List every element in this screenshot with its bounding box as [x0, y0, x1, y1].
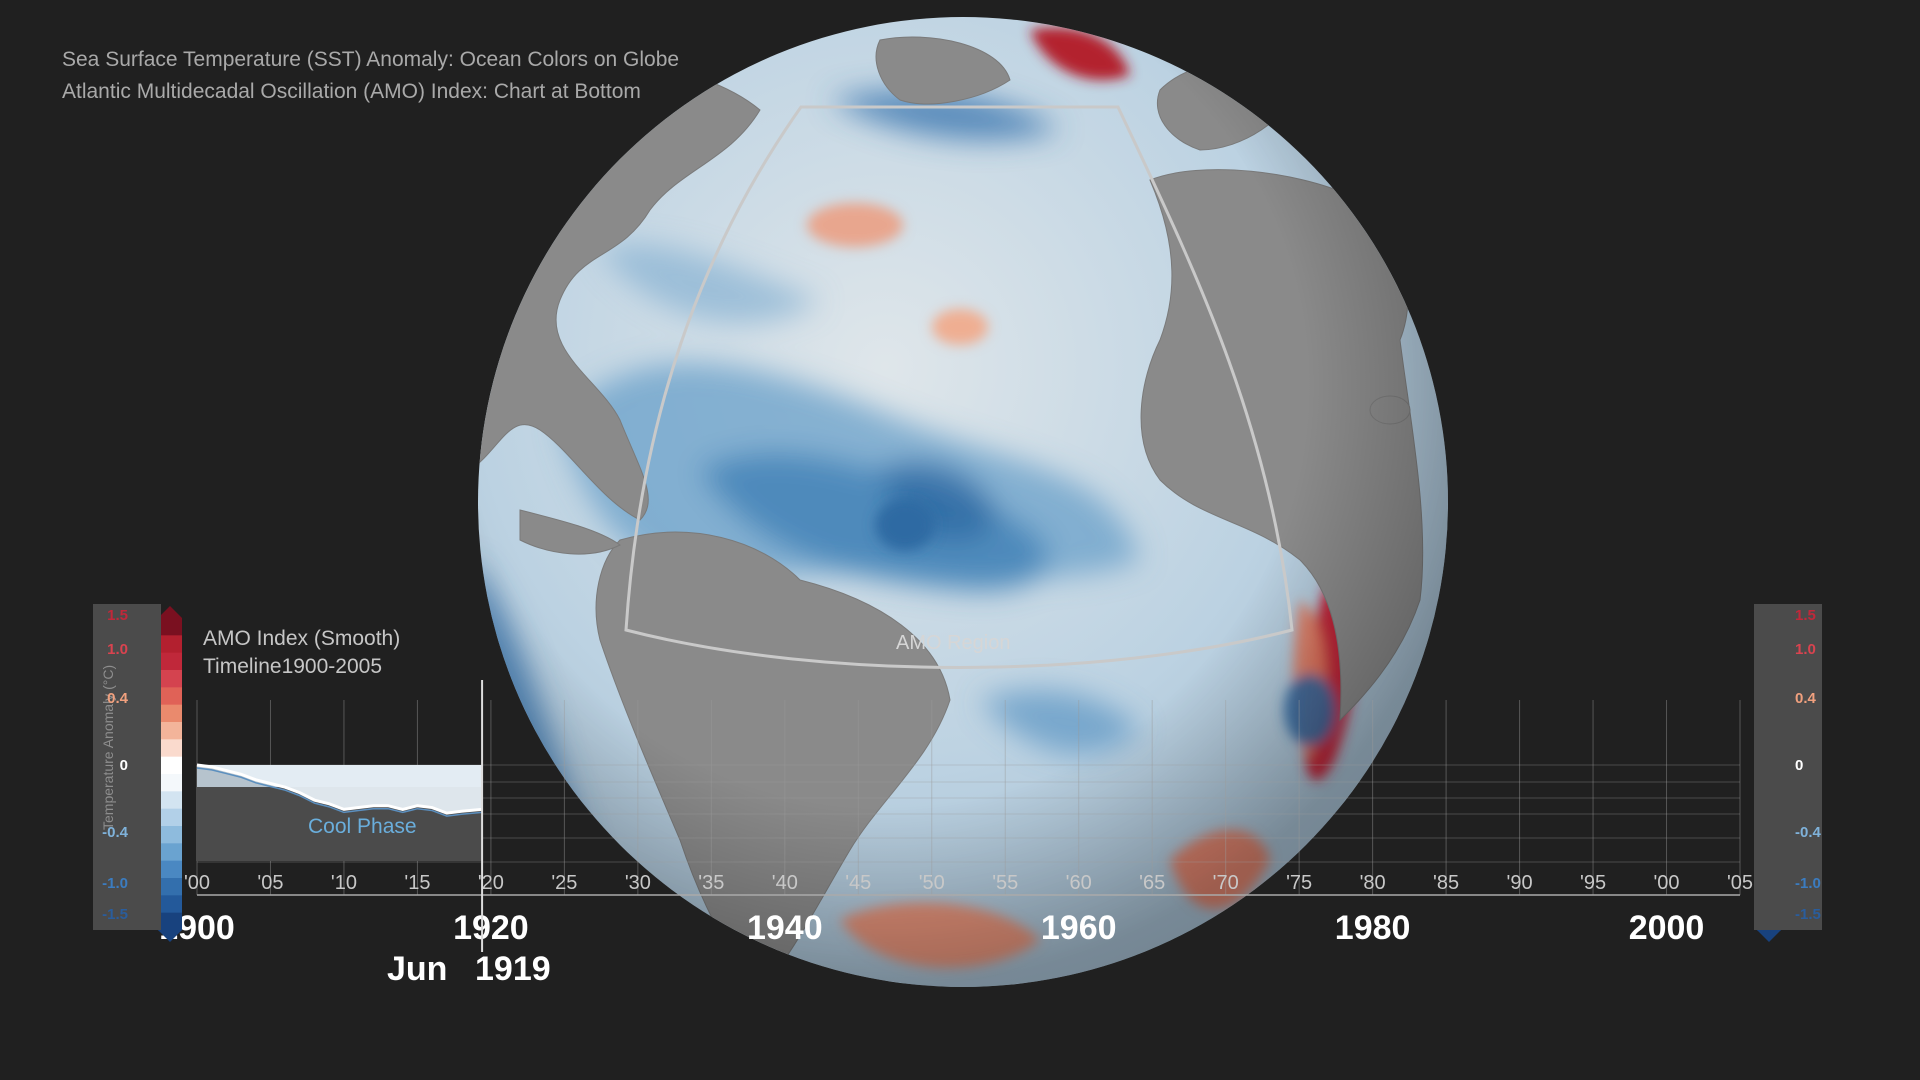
colorbar-swatch — [158, 912, 182, 931]
x-tick-label: '05 — [1727, 872, 1753, 894]
colorbar-swatch — [158, 878, 182, 896]
x-major-label: 2000 — [1629, 909, 1705, 947]
colorbar-tick-label: -1.0 — [1795, 875, 1821, 892]
x-tick-label: '50 — [919, 872, 945, 894]
colorbar-swatch — [158, 808, 182, 827]
amo-region-outline — [624, 105, 1294, 669]
colorbar-tick-label: 1.0 — [1795, 641, 1816, 658]
colorbar-swatch — [158, 860, 182, 879]
colorbar-swatch — [158, 652, 182, 671]
x-tick-label: '00 — [184, 872, 210, 894]
current-year: 1919 — [475, 950, 551, 988]
x-tick-label: '80 — [1360, 872, 1386, 894]
colorbar-min-arrow — [158, 930, 182, 942]
x-tick-label: '30 — [625, 872, 651, 894]
x-tick-label: '45 — [845, 872, 871, 894]
amo-area — [197, 765, 483, 814]
colorbar-tick-label: 0 — [1795, 757, 1804, 774]
x-tick-label: '35 — [698, 872, 724, 894]
x-tick-label: '85 — [1433, 872, 1459, 894]
colorbar-max-arrow — [158, 606, 182, 618]
header-line-sst: Sea Surface Temperature (SST) Anomaly: O… — [62, 48, 680, 71]
amo-chart — [196, 680, 484, 952]
colorbar-swatch — [158, 635, 182, 654]
x-tick-label: '05 — [257, 872, 283, 894]
colorbar-tick-label: 1.5 — [1795, 607, 1816, 624]
x-tick-label: '75 — [1286, 872, 1312, 894]
x-tick-label: '55 — [992, 872, 1018, 894]
chart-subtitle: Timeline1900-2005 — [203, 655, 383, 678]
colorbar-swatch — [158, 704, 182, 723]
x-tick-label: '95 — [1580, 872, 1606, 894]
colorbar-swatch — [158, 670, 182, 688]
colorbar-swatch — [158, 774, 182, 792]
x-tick-label: '60 — [1066, 872, 1092, 894]
colorbar-swatch — [158, 791, 182, 810]
x-tick-label: '90 — [1507, 872, 1533, 894]
colorbar-swatch — [158, 739, 182, 758]
x-tick-label: '00 — [1653, 872, 1679, 894]
x-major-label: 1940 — [747, 909, 823, 947]
colorbar-tick-label: 0 — [119, 757, 128, 774]
phase-label: Cool Phase — [308, 815, 417, 838]
colorbar-axis-label: Temperature Anomaly (°C) — [100, 664, 116, 830]
colorbar-swatch — [158, 895, 182, 914]
current-month: Jun — [387, 950, 448, 988]
colorbar-tick-label: -0.4 — [102, 824, 128, 841]
colorbar-right: 1.5 1.0 0.4 0 -0.4 -1.0 -1.5 — [1754, 604, 1822, 930]
colorbar-tick-label: 1.5 — [107, 607, 128, 624]
colorbar-swatch — [158, 722, 182, 740]
amo-region-label: AMO Region — [896, 632, 1011, 654]
colorbar-tick-label: 1.0 — [107, 641, 128, 658]
x-tick-label: '65 — [1139, 872, 1165, 894]
colorbar-swatch — [158, 618, 182, 636]
sst-anomaly-field — [478, 17, 1448, 987]
x-major-label: 1920 — [453, 909, 529, 947]
colorbar-min-arrow — [1757, 930, 1781, 942]
x-tick-label: '40 — [772, 872, 798, 894]
amo-line — [196, 763, 483, 815]
colorbar-tick-label: 0.4 — [1795, 690, 1816, 707]
x-tick-label: '25 — [551, 872, 577, 894]
colorbar-swatch — [158, 687, 182, 706]
colorbar-swatch — [158, 756, 182, 775]
x-tick-label: '20 — [478, 872, 504, 894]
header-line-amo: Atlantic Multidecadal Oscillation (AMO) … — [62, 80, 641, 103]
chart-title: AMO Index (Smooth) — [203, 627, 401, 650]
colorbar-swatch — [158, 843, 182, 862]
globe — [478, 17, 1448, 987]
colorbar-tick-label: 0.4 — [107, 690, 128, 707]
x-major-label: 1980 — [1335, 909, 1411, 947]
x-major-label: 1960 — [1041, 909, 1117, 947]
colorbar-tick-label: -0.4 — [1795, 824, 1821, 841]
x-tick-label: '10 — [331, 872, 357, 894]
colorbar-tick-label: -1.0 — [102, 875, 128, 892]
colorbar-tick-label: -1.5 — [102, 906, 128, 923]
colorbar-left: Temperature Anomaly (°C) 1.5 1.0 0.4 0 -0.4 -… — [93, 604, 161, 930]
colorbar-tick-label: -1.5 — [1795, 906, 1821, 923]
x-tick-label: '70 — [1213, 872, 1239, 894]
colorbar-swatch — [158, 826, 182, 844]
x-tick-label: '15 — [404, 872, 430, 894]
amo-line-shadow — [196, 767, 483, 817]
